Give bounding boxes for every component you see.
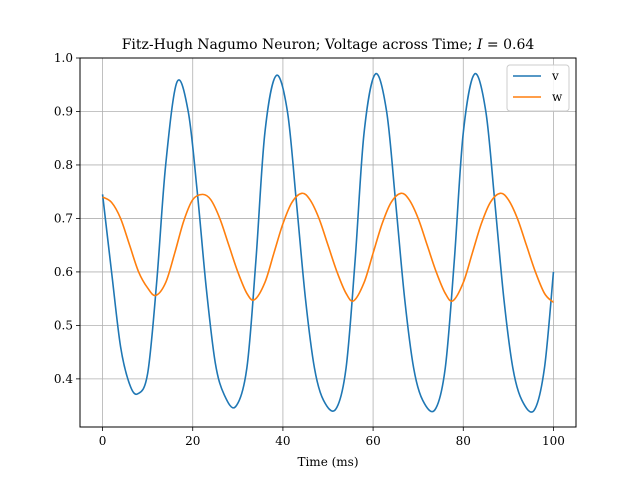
legend: vw (506, 64, 570, 112)
legend-label-v: v (551, 69, 559, 83)
y-tick-label: 1.0 (54, 51, 73, 65)
series-layer (101, 72, 555, 413)
y-tick-label: 0.9 (54, 104, 73, 118)
x-axis: 0 20 40 60 80 100 (99, 427, 565, 448)
y-tick-label: 0.5 (54, 318, 73, 332)
chart-title: Fitz-Hugh Nagumo Neuron; Voltage across … (122, 37, 535, 53)
x-tick-label: 20 (185, 434, 200, 448)
y-tick-label: 0.7 (54, 211, 73, 225)
x-axis-label: Time (ms) (297, 455, 358, 469)
y-tick-label: 0.6 (54, 265, 73, 279)
x-tick-label: 100 (542, 434, 565, 448)
plot-frame (79, 57, 577, 428)
x-tick-label: 0 (99, 434, 107, 448)
x-tick-label: 60 (365, 434, 380, 448)
y-tick-label: 0.4 (54, 372, 73, 386)
series-line-w (102, 192, 555, 303)
series-line-v (101, 72, 555, 413)
x-tick-label: 40 (275, 434, 290, 448)
y-tick-label: 0.8 (54, 158, 73, 172)
y-axis: 0.4 0.5 0.6 0.7 0.8 0.9 1.0 (54, 51, 80, 386)
x-tick-label: 80 (456, 434, 471, 448)
grid (80, 57, 576, 427)
legend-box (506, 64, 570, 112)
legend-label-w: w (552, 90, 563, 104)
